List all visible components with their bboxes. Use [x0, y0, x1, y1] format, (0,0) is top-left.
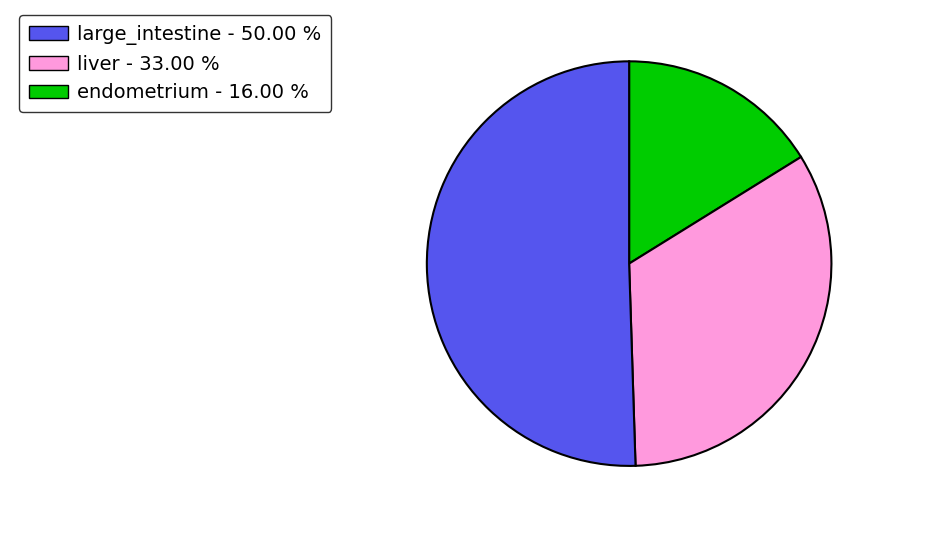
Wedge shape	[629, 61, 801, 264]
Legend: large_intestine - 50.00 %, liver - 33.00 %, endometrium - 16.00 %: large_intestine - 50.00 %, liver - 33.00…	[19, 15, 331, 112]
Wedge shape	[629, 157, 831, 466]
Wedge shape	[427, 61, 636, 466]
